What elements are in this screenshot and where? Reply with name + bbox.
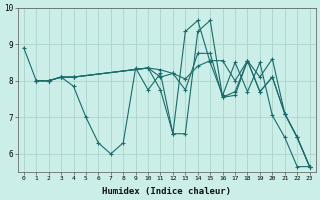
X-axis label: Humidex (Indice chaleur): Humidex (Indice chaleur) [102, 187, 231, 196]
